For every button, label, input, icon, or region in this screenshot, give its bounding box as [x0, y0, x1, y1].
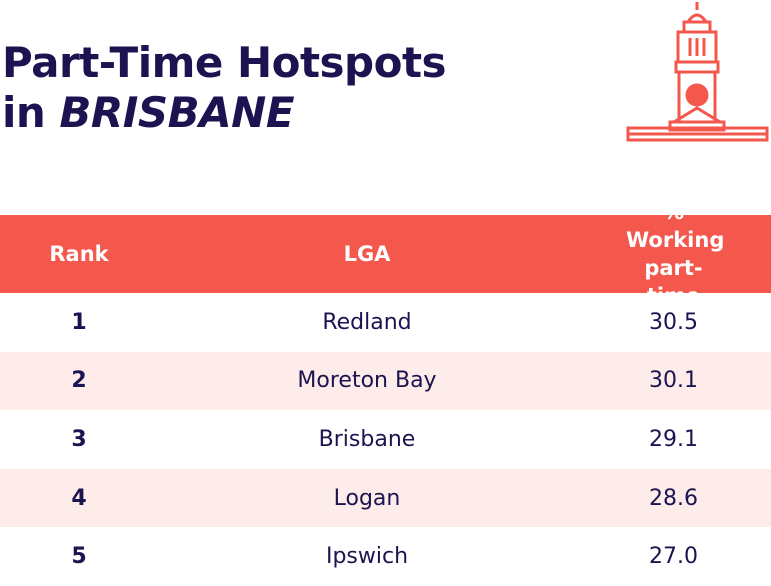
table: Rank LGA % Working part-time 1 Redland 30.… [0, 200, 771, 586]
title-prefix: in [2, 88, 46, 137]
table-cell: Ipswich [325, 544, 409, 570]
table-cell: 30.1 [649, 368, 698, 394]
table-cell: 1 [71, 309, 87, 335]
title-emphasis: BRISBANE [59, 88, 295, 137]
table-cell: 27.0 [649, 544, 698, 570]
table-cell: 5 [71, 544, 87, 570]
title-line: Part-Time Hotspots [2, 38, 447, 87]
table-cell: 30.5 [649, 309, 698, 335]
table-row: 2 Moreton Bay 30.1 [0, 351, 771, 411]
table-cell: 3 [71, 426, 87, 452]
table-cell: Logan [333, 485, 401, 511]
table-cell: Redland [322, 309, 412, 335]
table-cell: Brisbane [318, 426, 416, 452]
column-header: Rank [49, 242, 109, 266]
title-line: in BRISBANE [2, 88, 446, 138]
table-row: 1 Redland 30.5 [0, 293, 771, 352]
column-header: LGA [343, 242, 391, 266]
table-cell: 4 [71, 485, 87, 511]
table-cell: 29.1 [649, 426, 698, 452]
table-row: 4 Logan 28.6 [0, 468, 771, 528]
column-header: % Working part-time [626, 200, 725, 308]
table-row: 3 Brisbane 29.1 [0, 410, 771, 469]
header-row: Rank LGA % Working part-time [0, 200, 771, 308]
table-cell: 28.6 [649, 485, 698, 511]
clock-tower-icon [626, 2, 769, 142]
title: Part-Time Hotspots in BRISBANE [2, 38, 447, 138]
table-row: 5 Ipswich 27.0 [0, 527, 771, 586]
table-cell: 2 [71, 368, 87, 394]
table-cell: Moreton Bay [297, 368, 437, 394]
